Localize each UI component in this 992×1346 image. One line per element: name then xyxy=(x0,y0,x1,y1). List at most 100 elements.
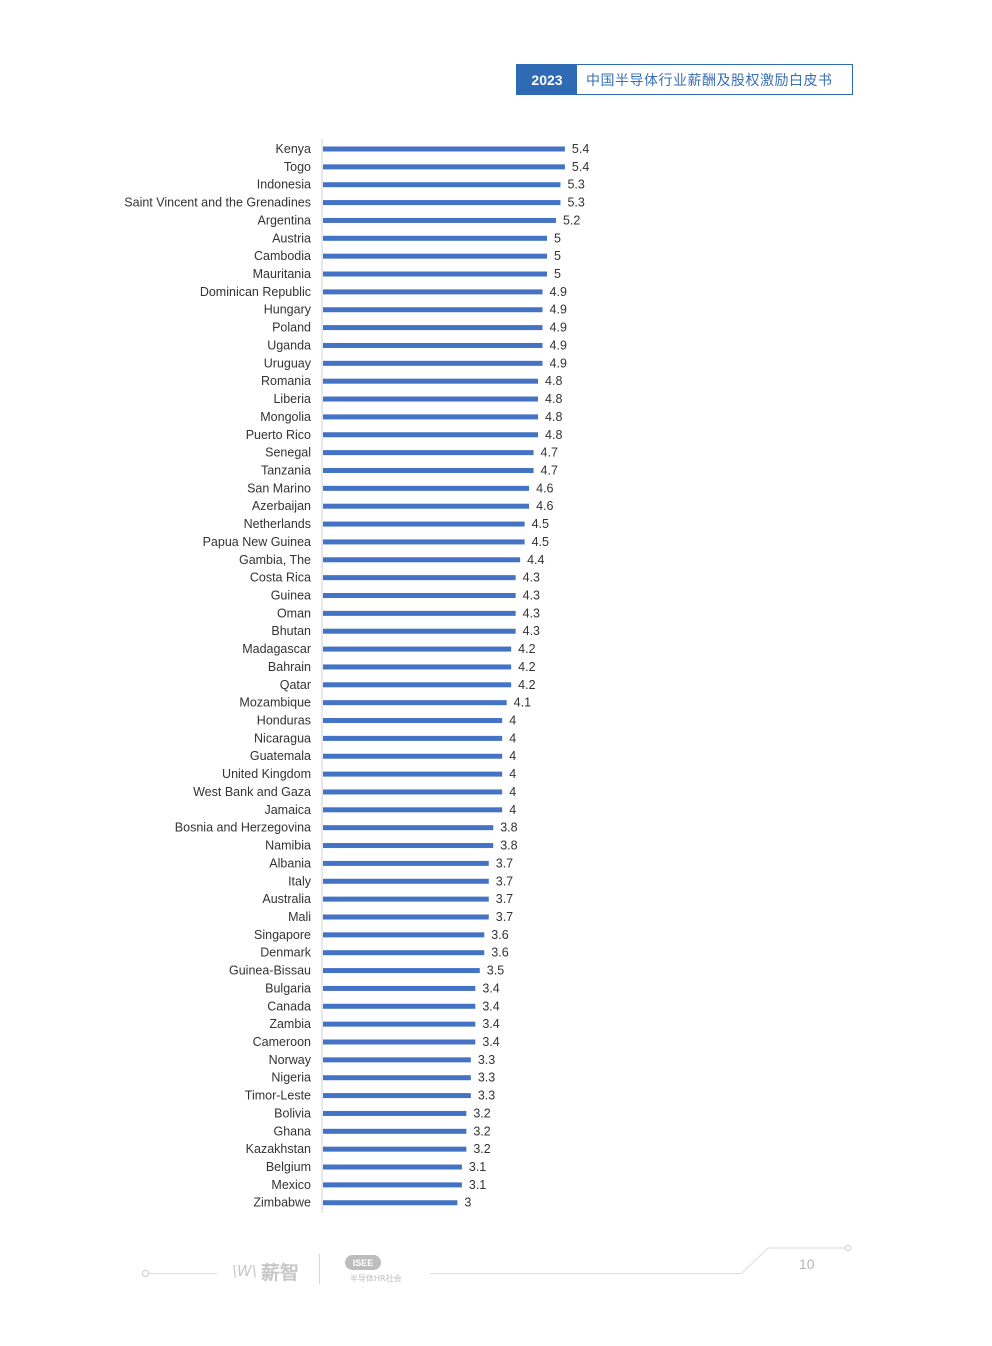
category-label: Kenya xyxy=(276,142,311,156)
category-label: West Bank and Gaza xyxy=(193,785,311,799)
xinzhi-logo: \W\ 薪智 xyxy=(232,1259,299,1284)
category-label: Qatar xyxy=(280,678,311,692)
data-label: 4.2 xyxy=(518,678,535,692)
category-label: Hungary xyxy=(264,303,312,317)
category-label: Nicaragua xyxy=(254,731,311,745)
data-label: 5.3 xyxy=(567,178,584,192)
bar xyxy=(323,950,485,956)
category-label: Gambia, The xyxy=(239,553,311,567)
category-label: Nigeria xyxy=(271,1071,311,1085)
data-label: 4 xyxy=(509,731,516,745)
category-label: Kazakhstan xyxy=(246,1142,311,1156)
isee-logo-subtitle: 半导体HR社会 xyxy=(350,1274,402,1283)
category-label: Papua New Guinea xyxy=(203,535,311,549)
footer-right-line xyxy=(430,1273,742,1274)
xinzhi-logo-text: 薪智 xyxy=(260,1261,299,1284)
data-label: 4.4 xyxy=(527,553,544,567)
category-label: Azerbaijan xyxy=(252,499,311,513)
bar xyxy=(323,1003,476,1009)
bar xyxy=(323,860,489,866)
category-label: Belgium xyxy=(266,1160,311,1174)
category-label: Ghana xyxy=(273,1124,311,1138)
data-label: 3.4 xyxy=(482,999,499,1013)
bar xyxy=(323,414,539,420)
bar xyxy=(323,628,516,634)
category-label: Guinea-Bissau xyxy=(229,964,311,978)
bar xyxy=(323,182,561,188)
category-label: Denmark xyxy=(260,946,311,960)
category-label: Zambia xyxy=(269,1017,311,1031)
xinzhi-logo-mark-icon: \W\ xyxy=(232,1262,257,1280)
footer-right-accent xyxy=(741,1245,851,1274)
bar xyxy=(323,396,539,402)
header-year: 2023 xyxy=(517,65,577,94)
bar xyxy=(323,896,489,902)
bar xyxy=(323,342,543,348)
bar xyxy=(323,307,543,313)
bar xyxy=(323,485,530,491)
category-label: Senegal xyxy=(265,446,311,460)
data-label: 4.2 xyxy=(518,660,535,674)
bar xyxy=(323,432,539,438)
data-label: 4 xyxy=(509,767,516,781)
data-label: 3.3 xyxy=(478,1089,495,1103)
category-label: Australia xyxy=(262,892,311,906)
data-label: 5.4 xyxy=(572,142,589,156)
bar xyxy=(323,146,565,152)
data-label: 4.9 xyxy=(550,321,567,335)
bar xyxy=(323,985,476,991)
bar xyxy=(323,575,516,581)
category-label: Cambodia xyxy=(254,249,311,263)
category-label: Norway xyxy=(269,1053,312,1067)
bar xyxy=(323,843,494,849)
bar xyxy=(323,164,565,170)
data-label: 5.3 xyxy=(567,196,584,210)
bar xyxy=(323,664,512,670)
category-label: Singapore xyxy=(254,928,311,942)
data-label: 5 xyxy=(554,231,561,245)
data-label: 3.3 xyxy=(478,1053,495,1067)
category-label: Guatemala xyxy=(250,749,311,763)
data-label: 4.3 xyxy=(523,589,540,603)
bar xyxy=(323,968,480,974)
bar xyxy=(323,325,543,331)
data-label: 4.9 xyxy=(550,356,567,370)
bar xyxy=(323,610,516,616)
category-label: San Marino xyxy=(247,481,311,495)
data-label: 5.2 xyxy=(563,213,580,227)
category-label: Albania xyxy=(269,856,311,870)
bar xyxy=(323,1182,462,1188)
data-label: 5 xyxy=(554,267,561,281)
category-label: Honduras xyxy=(257,714,311,728)
category-label: Costa Rica xyxy=(250,571,311,585)
data-label: 3.7 xyxy=(496,874,513,888)
data-label: 4.9 xyxy=(550,285,567,299)
bar xyxy=(323,825,494,831)
bar xyxy=(323,217,556,223)
bar xyxy=(323,593,516,598)
data-label: 4.3 xyxy=(523,606,540,620)
category-label: Saint Vincent and the Grenadines xyxy=(124,196,311,210)
data-label: 3.2 xyxy=(473,1142,490,1156)
footer-separator xyxy=(319,1254,320,1284)
bar xyxy=(323,735,503,741)
category-label: Jamaica xyxy=(264,803,311,817)
data-label: 3.7 xyxy=(496,910,513,924)
data-label: 3.7 xyxy=(496,856,513,870)
category-label: Dominican Republic xyxy=(200,285,311,299)
data-label: 4.8 xyxy=(545,410,562,424)
bar xyxy=(323,1110,467,1116)
category-label: Bolivia xyxy=(274,1106,311,1120)
data-label: 3.6 xyxy=(491,928,508,942)
data-label: 4 xyxy=(509,785,516,799)
bar xyxy=(323,378,539,384)
category-label: Bosnia and Herzegovina xyxy=(175,821,311,835)
data-label: 4.1 xyxy=(514,696,531,710)
bar xyxy=(323,646,512,652)
bar xyxy=(323,1057,471,1063)
bar xyxy=(323,1146,467,1152)
bar xyxy=(323,1128,467,1134)
bar xyxy=(323,682,512,688)
data-label: 3.7 xyxy=(496,892,513,906)
category-label: Bahrain xyxy=(268,660,311,674)
